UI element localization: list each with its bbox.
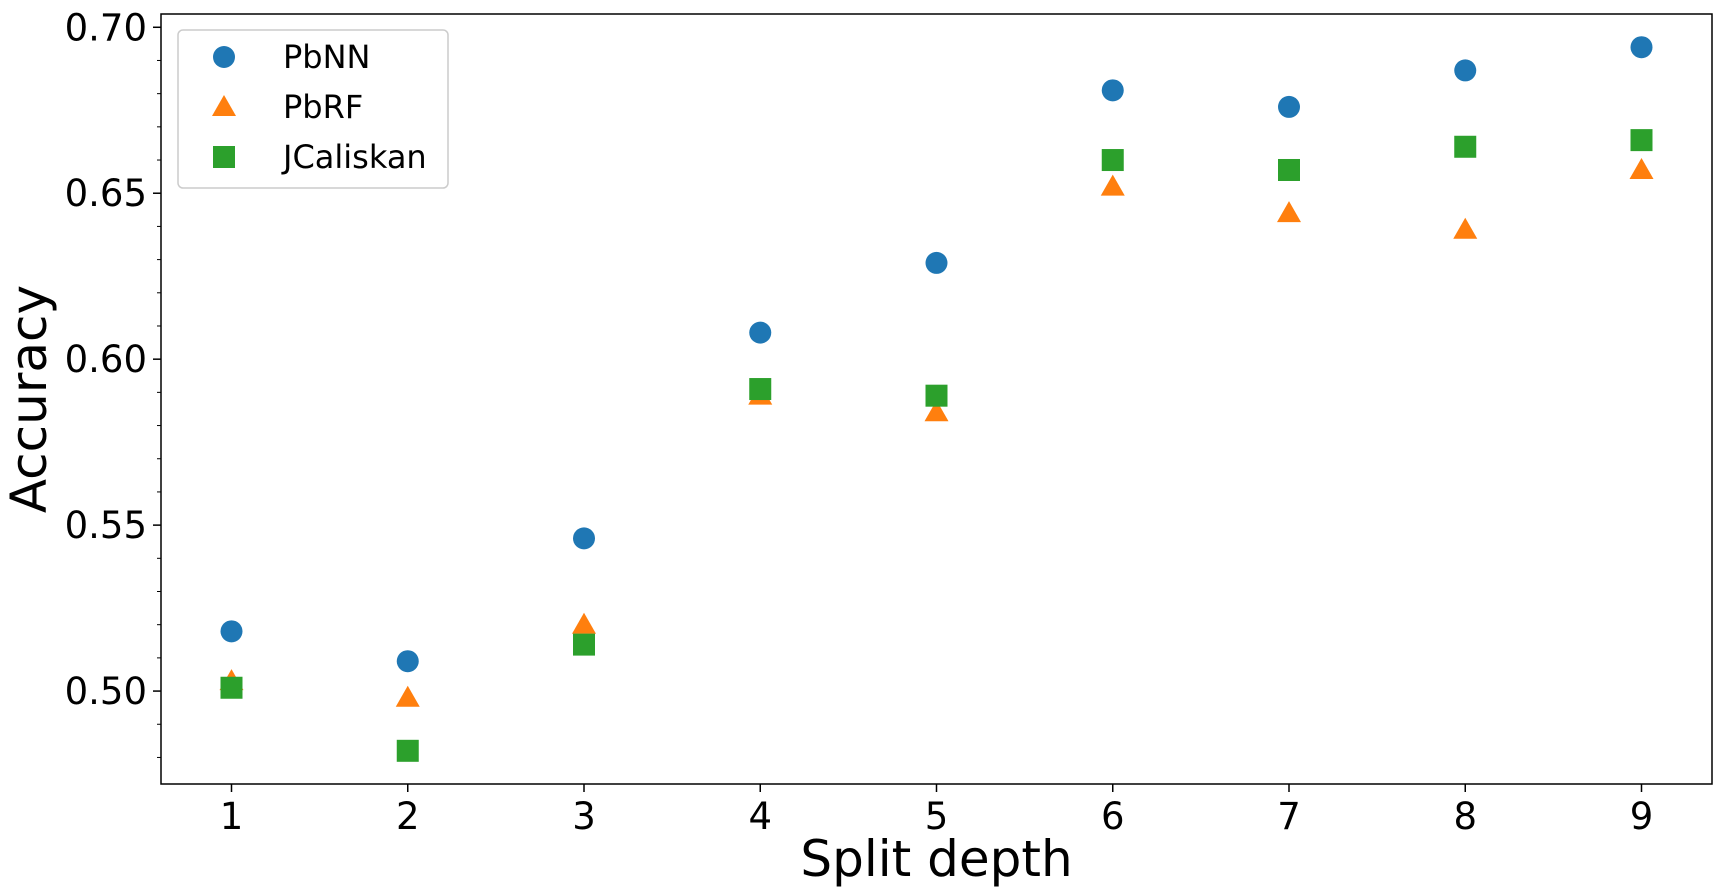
- x-tick-label: 4: [748, 795, 772, 838]
- jcaliskan-point: [1630, 129, 1653, 152]
- y-axis-label: Accuracy: [0, 285, 58, 513]
- pbrf-point: [395, 685, 420, 707]
- x-tick-label: 3: [572, 795, 596, 838]
- legend-entry: PbRF: [212, 88, 363, 126]
- x-tick-label: 7: [1277, 795, 1301, 838]
- pbnn-point: [1101, 79, 1124, 102]
- x-tick-label: 8: [1453, 795, 1477, 838]
- jcaliskan-point: [220, 676, 243, 699]
- pbnn-point: [220, 620, 243, 643]
- jcaliskan-point: [396, 739, 419, 762]
- pbrf-point: [1453, 217, 1478, 239]
- jcaliskan-point: [925, 384, 948, 407]
- x-tick-label: 2: [396, 795, 420, 838]
- legend-label: PbNN: [283, 38, 370, 76]
- plot-area-frame: [160, 13, 1713, 785]
- y-tick-label: 0.60: [65, 338, 147, 381]
- legend-square-marker: [213, 146, 235, 168]
- pbnn-point: [925, 251, 948, 274]
- y-tick-label: 0.55: [65, 504, 147, 547]
- pbrf-point: [1629, 157, 1654, 179]
- pbrf-point: [572, 612, 596, 634]
- legend: PbNN PbRF JCaliskan: [177, 29, 449, 189]
- legend-triangle-marker: [212, 95, 236, 116]
- legend-circle-marker: [213, 46, 235, 68]
- x-tick-label: 1: [220, 795, 244, 838]
- pbnn-point: [749, 321, 772, 344]
- pbnn-point: [1454, 59, 1477, 82]
- legend-box: [177, 29, 449, 189]
- jcaliskan-point: [1278, 158, 1300, 181]
- x-tick-label: 6: [1101, 795, 1125, 838]
- axis-ticks: 1 2 3 4 5 6 7 8 9 0.50 0.55 0.60 0.65 0.70: [65, 6, 1654, 838]
- legend-label: PbRF: [283, 88, 363, 126]
- pbrf-point: [924, 400, 949, 422]
- pbnn-point: [396, 650, 419, 673]
- x-axis-label: Split depth: [800, 830, 1072, 888]
- series-pbnn: [220, 36, 1653, 673]
- y-tick-label: 0.50: [65, 670, 147, 713]
- jcaliskan-point: [1101, 149, 1124, 172]
- legend-label: JCaliskan: [281, 138, 427, 176]
- jcaliskan-point: [749, 378, 772, 401]
- jcaliskan-point: [573, 633, 595, 656]
- series-pbrf: [219, 157, 1654, 707]
- pbnn-point: [1630, 36, 1653, 59]
- legend-entry: JCaliskan: [213, 138, 427, 176]
- y-tick-label: 0.65: [65, 172, 147, 215]
- pbrf-point: [1277, 201, 1301, 223]
- y-tick-label: 0.70: [65, 6, 147, 49]
- pbnn-point: [573, 527, 595, 550]
- jcaliskan-point: [1454, 135, 1477, 158]
- legend-entry: PbNN: [213, 38, 370, 76]
- series-jcaliskan: [220, 129, 1653, 762]
- data-points: [219, 36, 1654, 762]
- pbnn-point: [1278, 95, 1300, 118]
- x-tick-label: 9: [1630, 795, 1654, 838]
- x-tick-label: 5: [925, 795, 949, 838]
- pbrf-point: [1100, 174, 1125, 196]
